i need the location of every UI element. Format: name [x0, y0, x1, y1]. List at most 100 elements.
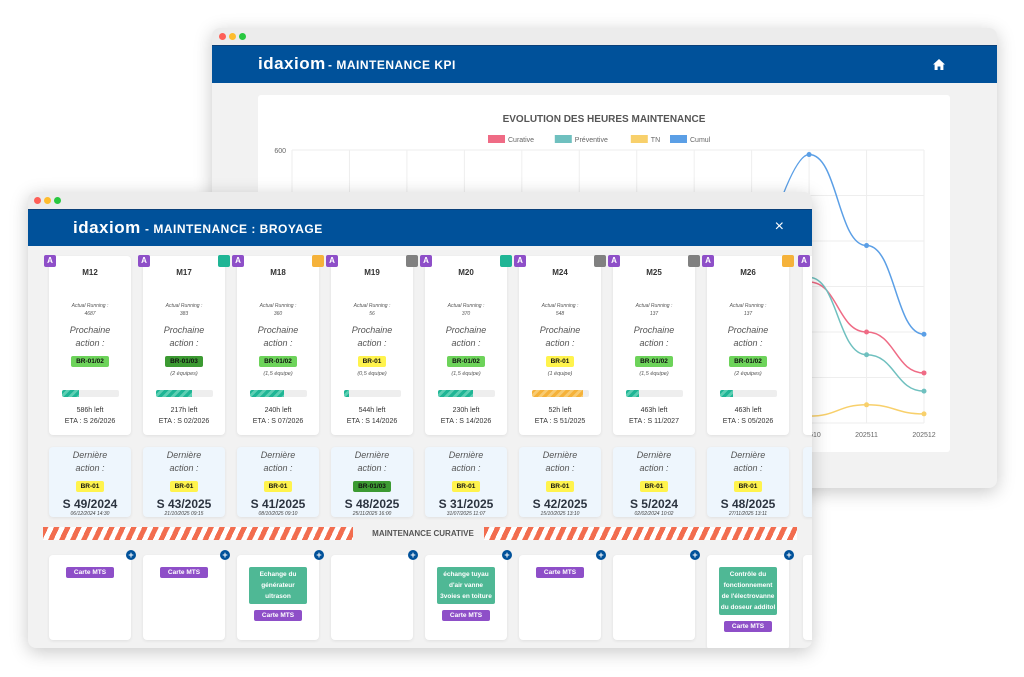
curative-task[interactable]: échange tuyau d'air vanne 3voies en toit… — [437, 567, 495, 604]
add-icon[interactable]: + — [408, 550, 418, 560]
close-icon[interactable]: × — [774, 218, 784, 235]
next-action-tag: BR-01/02 — [635, 356, 673, 367]
next-action-tag: BR-01/02 — [259, 356, 297, 367]
data-point[interactable] — [864, 329, 870, 335]
machine-name: M20 — [458, 268, 474, 277]
last-action-label: Dernière action : — [730, 450, 766, 473]
add-icon[interactable]: + — [502, 550, 512, 560]
machine-card[interactable]: A M20 Actual Running : 370 Prochaine actio… — [420, 255, 512, 435]
curative-task[interactable]: Contrôle du fonctionnement de l'électrov… — [719, 567, 777, 615]
logo: idaxiom — [73, 218, 141, 237]
last-action-tag: BR-01/03 — [353, 481, 391, 492]
badge-a: A — [44, 255, 56, 267]
maximize-dot[interactable] — [239, 33, 246, 40]
data-point[interactable] — [806, 152, 812, 158]
machine-name: M25 — [646, 268, 662, 277]
legend-label[interactable]: Préventive — [575, 137, 608, 144]
mts-card-button[interactable]: Carte MTS — [441, 610, 491, 621]
curative-section-label: MAINTENANCE CURATIVE — [372, 529, 474, 538]
add-icon[interactable]: + — [126, 550, 136, 560]
badge-a: A — [514, 255, 526, 267]
add-icon[interactable]: + — [314, 550, 324, 560]
maximize-dot[interactable] — [54, 197, 61, 204]
last-action-date: 15/10/2025 13:10 — [540, 511, 580, 517]
eta: ETA : S 11/2027 — [629, 418, 679, 425]
eta: ETA : S 26/2026 — [64, 418, 116, 425]
machine-name: M12 — [82, 268, 98, 277]
mts-card-button[interactable]: Carte MTS — [535, 567, 585, 578]
chart-title: EVOLUTION DES HEURES MAINTENANCE — [503, 114, 706, 125]
hours-left: 52h left — [548, 407, 572, 414]
progress-bar — [249, 390, 307, 397]
minimize-dot[interactable] — [229, 33, 236, 40]
next-action-label: Prochaine action : — [69, 325, 111, 348]
stripe-divider — [43, 527, 353, 540]
machine-card[interactable]: A M17 Actual Running : 383 Prochaine actio… — [138, 255, 230, 435]
close-dot[interactable] — [34, 197, 41, 204]
machine-card[interactable]: A M19 Actual Running : 56 Prochaine action… — [326, 255, 418, 435]
mts-card-button[interactable]: Carte MTS — [253, 610, 303, 621]
hours-left: 544h left — [358, 407, 386, 414]
last-action-week: S 48/2025 — [720, 497, 776, 511]
data-point[interactable] — [921, 388, 927, 394]
running-label: Actual Running : — [729, 303, 767, 309]
data-point[interactable] — [864, 352, 870, 358]
legend-label[interactable]: Curative — [508, 137, 534, 144]
last-action-week: S 43/2025 — [156, 497, 212, 511]
running-value: 370 — [461, 311, 471, 317]
data-point[interactable] — [921, 331, 927, 337]
data-point[interactable] — [864, 402, 870, 408]
last-action-tag: BR-01 — [733, 481, 763, 492]
last-action-week: S 41/2025 — [250, 497, 306, 511]
machine-card[interactable]: A M12 Actual Running : 4687 Prochaine acti… — [44, 255, 131, 435]
minimize-dot[interactable] — [44, 197, 51, 204]
add-icon[interactable]: + — [596, 550, 606, 560]
running-label: Actual Running : — [447, 303, 485, 309]
legend-label[interactable]: Cumul — [690, 137, 711, 144]
next-action-tag: BR-01/02 — [729, 356, 767, 367]
machine-name: M19 — [364, 268, 380, 277]
page-title: - MAINTENANCE KPI — [328, 58, 456, 72]
badge-a: A — [138, 255, 150, 267]
progress-fill — [437, 390, 473, 397]
last-action-date: 02/02/2024 10:02 — [634, 511, 674, 517]
status-indicator — [594, 255, 606, 267]
mts-card-button[interactable]: Carte MTS — [723, 621, 773, 632]
eta: ETA : S 14/2026 — [346, 418, 398, 425]
curative-task[interactable]: Echange du générateur ultrason — [249, 567, 307, 604]
running-label: Actual Running : — [635, 303, 673, 309]
machine-grid: MAINTENANCE CURATIVE A A M12 Actual Runni… — [28, 245, 812, 648]
broyage-window: idaxiom - MAINTENANCE : BROYAGE × MAINTE… — [28, 192, 812, 648]
machine-card[interactable]: A M24 Actual Running : 548 Prochaine actio… — [514, 255, 606, 435]
progress-bar — [155, 390, 213, 397]
logo: idaxiom — [258, 54, 326, 73]
add-icon[interactable]: + — [220, 550, 230, 560]
y-tick-label: 600 — [274, 148, 286, 155]
last-action-card: Dernière action : BR-01 S 5/2024 02/02/2… — [613, 447, 695, 517]
curative-card: + — [613, 550, 700, 640]
title-bar — [28, 192, 812, 209]
mts-card-button[interactable]: Carte MTS — [159, 567, 209, 578]
add-icon[interactable]: + — [784, 550, 794, 560]
running-value: 137 — [649, 311, 659, 317]
add-icon[interactable]: + — [690, 550, 700, 560]
data-point[interactable] — [864, 243, 870, 249]
machine-card[interactable]: A M18 Actual Running : 360 Prochaine actio… — [232, 255, 324, 435]
legend-swatch — [670, 135, 687, 143]
machine-card[interactable]: A M25 Actual Running : 137 Prochaine actio… — [608, 255, 700, 435]
data-point[interactable] — [921, 370, 927, 376]
last-action-tag: BR-01 — [169, 481, 199, 492]
last-action-tag: BR-01 — [263, 481, 293, 492]
close-dot[interactable] — [219, 33, 226, 40]
mts-card-button[interactable]: Carte MTS — [65, 567, 115, 578]
progress-bar — [531, 390, 589, 397]
progress-bar — [61, 390, 119, 397]
curative-card: + Carte MTS — [143, 550, 230, 640]
status-indicator — [500, 255, 512, 267]
last-action-week: S 42/2025 — [532, 497, 588, 511]
home-icon[interactable] — [933, 57, 945, 75]
machine-card[interactable]: A M26 Actual Running : 137 Prochaine actio… — [702, 255, 794, 435]
legend-label[interactable]: TN — [651, 137, 660, 144]
data-point[interactable] — [921, 411, 927, 417]
next-action-label: Prochaine action : — [257, 325, 299, 348]
